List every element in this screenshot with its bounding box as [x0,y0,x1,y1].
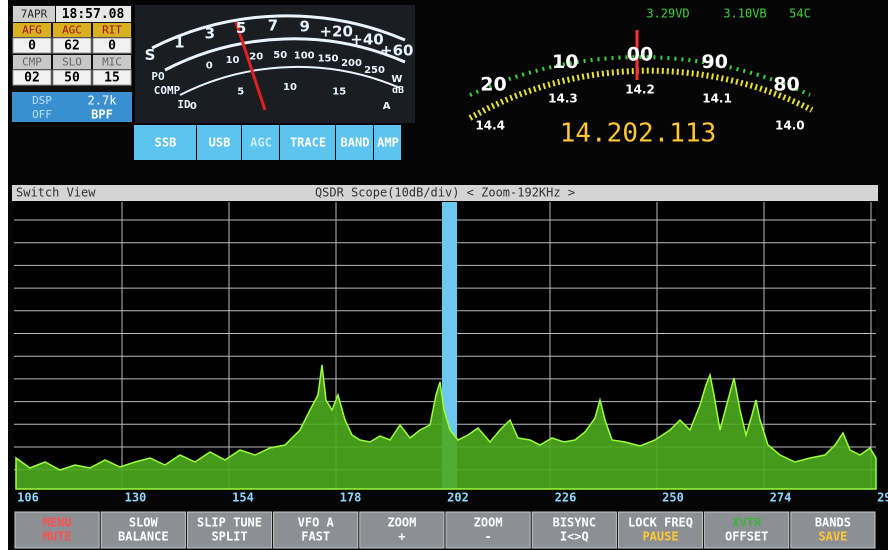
soft-key-top: MENU [43,516,72,530]
meter-scale-label: 150 [318,53,339,64]
setting-value: 02 [24,71,40,86]
soft-key-bottom: SAVE [818,530,847,544]
soft-key-bottom: MUTE [43,530,72,544]
meter-scale-label: 50 [273,50,287,61]
meter-scale-label: 90 [702,51,728,73]
setting-value: 0 [108,39,116,54]
meter-scale-label: 14.3 [548,92,578,106]
meter-scale-label: S [145,46,156,64]
setting-label: AGC [62,24,82,37]
meter-scale-label: 9 [299,18,309,36]
meter-scale-label: 00 [627,44,653,66]
setting-label: MIC [102,56,122,69]
radio-screen: 7APR18:57.08AFG0AGC62RIT0CMP02SLO50MIC15… [0,0,888,550]
meter-scale-label: 0 [206,61,213,72]
meter-scale-label: 14.1 [702,92,732,106]
mode-button-label: USB [209,136,231,150]
meter-scale-label: 100 [294,51,315,62]
meter-scale-label: 10 [552,51,578,73]
page: 7APR18:57.08AFG0AGC62RIT0CMP02SLO50MIC15… [0,0,888,550]
soft-key-bottom: OFFSET [725,530,768,544]
meter-scale-label: A [383,101,391,112]
meter-scale-label: +40 [350,30,383,48]
meter-row-label: PO [151,70,165,83]
x-axis-label: 250 [662,491,684,505]
meter-scale-label: 14.0 [775,118,805,132]
setting-value: 50 [64,71,80,86]
date: 7APR [21,8,48,21]
meter-scale-label: 80 [773,73,799,95]
meter-scale-label: 14.2 [625,83,655,97]
scope-title: QSDR Scope(10dB/div) < Zoom-192KHz > [315,186,575,200]
meter-scale-label: 5 [236,19,246,37]
setting-label: CMP [22,56,42,69]
soft-key-bottom: - [484,530,491,544]
soft-key-top: XVTR [732,516,762,530]
time: 18:57.08 [62,7,125,22]
meter-scale-label: 14.4 [475,118,505,132]
soft-key-bottom: SPLIT [211,530,247,544]
setting-value: 15 [104,71,120,86]
meter-scale-label: W [391,74,402,85]
soft-key-top: ZOOM [474,516,503,530]
dsp-label: DSP [32,94,52,107]
soft-key-bottom: + [398,530,405,544]
x-axis-label: 298 [877,491,888,505]
x-axis-label: 178 [340,491,362,505]
meter-scale-label: 20 [249,52,263,63]
setting-label: SLO [62,56,82,69]
soft-key-bottom: PAUSE [642,530,678,544]
x-axis-label: 202 [447,491,469,505]
setting-label: RIT [102,24,122,37]
dsp-state: OFF [32,108,52,121]
setting-value: 62 [64,39,80,54]
meter-scale-label: +20 [319,22,352,40]
meter-scale-label: 10 [283,82,297,93]
setting-label: AFG [22,24,42,37]
meter-scale-label: 15 [332,87,346,98]
status-text: 3.29VD [646,7,689,21]
mode-button-label: AGC [250,136,272,150]
x-axis-label: 130 [125,491,147,505]
soft-key-bottom: BALANCE [118,530,169,544]
switch-view: Switch View [16,186,96,200]
soft-key-top: ZOOM [387,516,416,530]
soft-key-bottom: I<>Q [560,530,589,544]
soft-key-top: VFO A [298,516,335,530]
status-text: 54C [789,7,811,21]
mode-button-label: SSB [155,136,177,150]
x-axis-label: 226 [555,491,577,505]
soft-key-top: SLIP TUNE [197,516,262,530]
meter-scale-label: +60 [380,42,413,60]
meter-scale-label: 10 [226,55,240,66]
meter-scale-label: 3 [205,25,215,43]
x-axis-label: 154 [232,491,254,505]
bandwidth: 2.7k [88,94,118,108]
meter-scale-label: 250 [364,65,385,76]
meter-scale-label: 200 [341,58,362,69]
meter-scale-label: 0 [190,101,197,112]
mode-button-label: AMP [377,136,399,150]
status-text: 3.10VB [723,7,766,21]
soft-key-top: BANDS [815,516,851,530]
setting-value: 0 [28,39,36,54]
comp-unit: dB [392,85,404,96]
x-axis-label: 106 [17,491,39,505]
soft-key-top: LOCK FREQ [628,516,693,530]
meter-scale-label: 5 [237,87,244,98]
soft-key-top: SLOW [129,516,159,530]
mode-button-label: BAND [341,136,370,150]
meter-scale-label: 20 [480,73,506,95]
mode-button-label: TRACE [290,136,326,150]
bandwidth-label: BPF [91,108,113,122]
x-axis-label: 274 [770,491,792,505]
frequency: 14.202.113 [560,119,717,149]
meter-scale-label: 7 [268,17,278,35]
meter-scale-label: 1 [174,34,184,52]
soft-key-top: BISYNC [553,516,596,530]
meter-row-label: ID [177,98,191,111]
meter-row-label: COMP [154,84,181,97]
soft-key-bottom: FAST [301,530,330,544]
